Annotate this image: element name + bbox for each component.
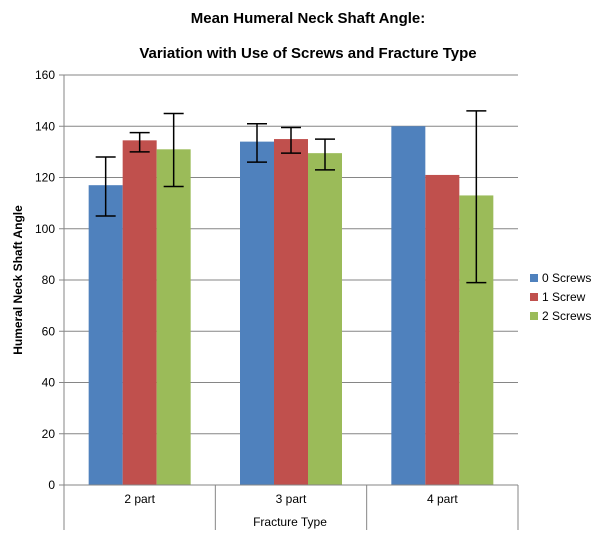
y-axis-label: Humeral Neck Shaft Angle — [11, 205, 25, 355]
y-tick-labels: 0 20 40 60 80 100 120 140 160 — [35, 68, 55, 492]
y-tick-label: 60 — [42, 324, 56, 338]
x-tick-labels: 2 part 3 part 4 part — [124, 492, 458, 506]
y-tick-label: 40 — [42, 376, 56, 390]
legend-swatch — [530, 293, 538, 301]
legend-label: 2 Screws — [542, 309, 591, 323]
y-tick-label: 140 — [35, 119, 55, 133]
y-tick-label: 120 — [35, 171, 55, 185]
y-tick-label: 80 — [42, 273, 56, 287]
bar — [308, 153, 342, 485]
error-bar — [95, 156, 116, 217]
legend-swatch — [530, 274, 538, 282]
error-bar — [466, 110, 487, 284]
x-tick-label: 4 part — [427, 492, 458, 506]
error-bar — [163, 112, 184, 188]
bar — [391, 126, 426, 485]
bar — [122, 140, 157, 485]
legend: 0 Screws 1 Screw 2 Screws — [530, 271, 591, 323]
error-bar — [129, 131, 150, 153]
chart-title: Mean Humeral Neck Shaft Angle: — [191, 10, 426, 27]
axes-layer — [59, 74, 519, 530]
x-tick-label: 3 part — [276, 492, 307, 506]
x-axis-label: Fracture Type — [253, 515, 327, 529]
legend-label: 1 Screw — [542, 290, 586, 304]
y-tick-label: 0 — [48, 478, 55, 492]
x-tick-label: 2 part — [124, 492, 155, 506]
legend-label: 0 Screws — [542, 271, 591, 285]
bar — [425, 174, 460, 485]
error-bars-layer — [95, 110, 487, 284]
y-tick-label: 20 — [42, 427, 56, 441]
chart-subtitle: Variation with Use of Screws and Fractur… — [139, 45, 476, 62]
bar — [240, 141, 274, 485]
bar — [88, 185, 123, 485]
error-bar — [281, 126, 301, 154]
y-tick-label: 160 — [35, 68, 55, 82]
error-bar — [247, 122, 267, 163]
bar — [156, 149, 191, 485]
bar — [274, 139, 308, 485]
legend-swatch — [530, 312, 538, 320]
error-bar — [315, 138, 335, 171]
y-tick-label: 100 — [35, 222, 55, 236]
bars-layer — [88, 126, 494, 485]
